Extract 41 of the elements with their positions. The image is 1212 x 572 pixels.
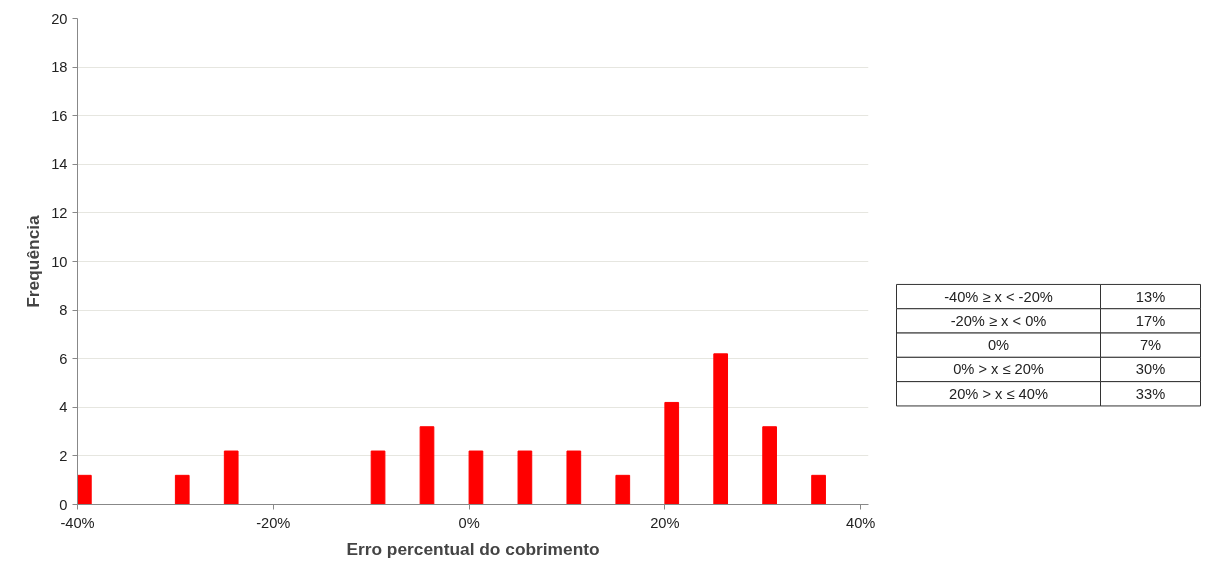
- bar: [664, 401, 680, 505]
- y-tick-label: 8: [59, 302, 68, 319]
- y-tick-label: 12: [51, 204, 68, 221]
- y-tick-label: 4: [59, 399, 68, 416]
- bar: [811, 474, 826, 505]
- bar: [615, 474, 631, 505]
- y-tick-label: 0: [59, 496, 68, 513]
- y-tick-label: 16: [51, 107, 68, 124]
- x-tick-label: -20%: [256, 514, 291, 531]
- y-tick-label: 6: [59, 350, 68, 367]
- y-tick-label: 18: [51, 59, 68, 76]
- bar: [223, 450, 239, 505]
- x-tick-label: 40%: [846, 514, 876, 531]
- text: 0%: [987, 337, 1010, 354]
- text: 0% > x ≤ 20%: [953, 361, 1044, 378]
- bar: [174, 474, 190, 505]
- bar: [370, 450, 386, 505]
- x-tick-label: -40%: [60, 514, 95, 531]
- bar: [517, 450, 533, 505]
- bar: [566, 450, 582, 505]
- text: 30%: [1135, 361, 1166, 378]
- bar: [468, 450, 484, 505]
- y-tick-label: 10: [51, 253, 68, 270]
- text: 20% > x ≤ 40%: [949, 385, 1048, 402]
- text: 7%: [1139, 337, 1162, 354]
- text: 13%: [1135, 288, 1166, 305]
- x-axis-title: Erro percentual do cobrimento: [346, 538, 600, 559]
- bar: [713, 353, 729, 505]
- bar: [77, 474, 92, 505]
- x-tick-label: 20%: [650, 514, 680, 531]
- bar: [762, 426, 777, 505]
- text: 17%: [1135, 312, 1166, 329]
- y-tick-label: 2: [59, 447, 68, 464]
- y-axis-title: Frequência: [23, 214, 44, 308]
- text: -40% ≥ x < -20%: [944, 288, 1053, 305]
- text: 33%: [1135, 385, 1166, 402]
- bar: [419, 426, 435, 505]
- x-tick-label: 0%: [458, 514, 480, 531]
- text: -20% ≥ x < 0%: [950, 312, 1047, 329]
- y-tick-label: 20: [51, 10, 68, 27]
- y-tick-label: 14: [51, 156, 68, 173]
